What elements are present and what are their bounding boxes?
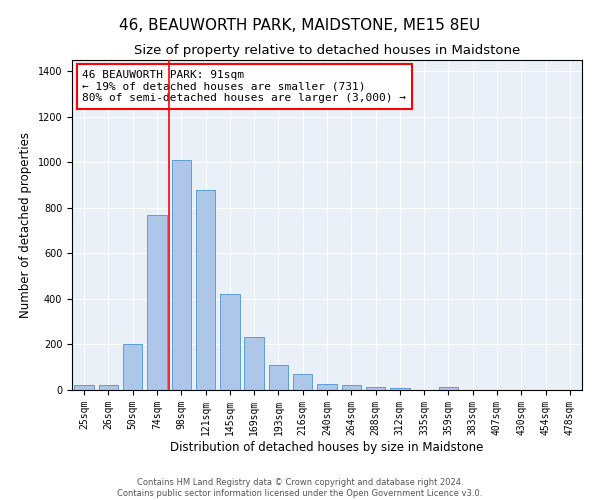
Bar	[439, 386, 458, 390]
Bar	[293, 374, 313, 390]
Bar	[123, 344, 142, 390]
Bar	[172, 160, 191, 390]
Bar	[74, 386, 94, 390]
X-axis label: Distribution of detached houses by size in Maidstone: Distribution of detached houses by size …	[170, 440, 484, 454]
Bar	[196, 190, 215, 390]
Bar	[147, 215, 167, 390]
Bar	[317, 384, 337, 390]
Text: Contains HM Land Registry data © Crown copyright and database right 2024.
Contai: Contains HM Land Registry data © Crown c…	[118, 478, 482, 498]
Bar	[220, 294, 239, 390]
Bar	[244, 336, 264, 390]
Bar	[269, 365, 288, 390]
Title: Size of property relative to detached houses in Maidstone: Size of property relative to detached ho…	[134, 44, 520, 58]
Y-axis label: Number of detached properties: Number of detached properties	[19, 132, 32, 318]
Bar	[366, 386, 385, 390]
Text: 46 BEAUWORTH PARK: 91sqm
← 19% of detached houses are smaller (731)
80% of semi-: 46 BEAUWORTH PARK: 91sqm ← 19% of detach…	[82, 70, 406, 103]
Text: 46, BEAUWORTH PARK, MAIDSTONE, ME15 8EU: 46, BEAUWORTH PARK, MAIDSTONE, ME15 8EU	[119, 18, 481, 32]
Bar	[341, 386, 361, 390]
Bar	[390, 388, 410, 390]
Bar	[99, 386, 118, 390]
